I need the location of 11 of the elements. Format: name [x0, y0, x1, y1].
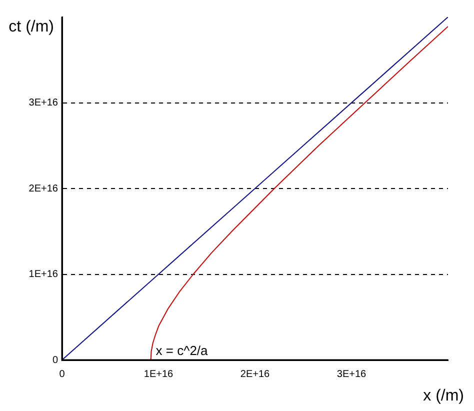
x-axis-title: x (/m) [423, 387, 464, 404]
y-tick-label: 1E+16 [28, 269, 58, 280]
x-tick-label: 0 [59, 368, 66, 380]
x-tick-label: 1E+16 [144, 368, 174, 380]
y-tick-label: 3E+16 [28, 98, 58, 108]
y-tick-label: 2E+16 [28, 183, 58, 194]
x-tick-label: 2E+16 [240, 368, 270, 380]
annotation: x = c^2/a [156, 343, 209, 358]
y-tick-label: 0 [52, 354, 58, 366]
y-axis-title: ct (/m) [8, 18, 54, 36]
x-tick-label: 3E+16 [336, 368, 367, 380]
